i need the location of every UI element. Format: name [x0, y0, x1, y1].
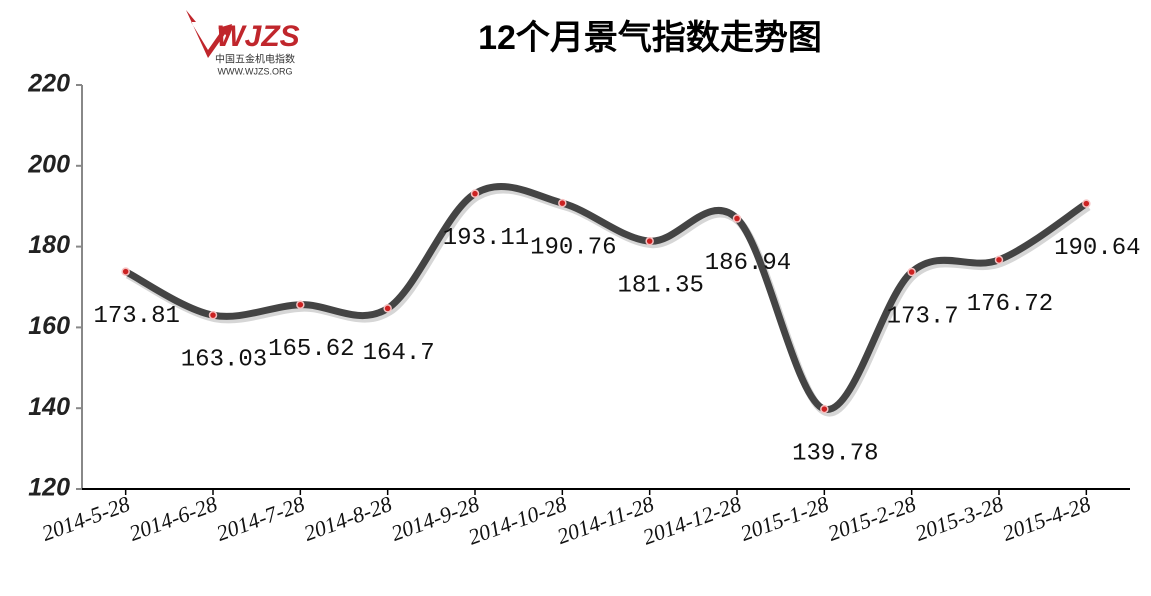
y-tick-label: 120	[28, 474, 70, 502]
value-label: 190.64	[1054, 235, 1140, 262]
y-tick-label: 200	[27, 150, 70, 178]
x-tick-label: 2015-1-28	[737, 491, 832, 546]
logo-arrow	[186, 10, 232, 58]
x-tick-label: 2014-7-28	[213, 491, 308, 546]
logo: WJZS 中国五金机电指数 WWW.WJZS.ORG	[186, 10, 300, 76]
y-tick-label: 160	[28, 312, 70, 340]
logo-url: WWW.WJZS.ORG	[218, 66, 293, 76]
marker	[820, 404, 829, 414]
value-label: 165.62	[268, 336, 354, 363]
marker	[296, 300, 305, 309]
marker	[1082, 199, 1091, 208]
value-label: 173.81	[93, 303, 179, 330]
line	[122, 182, 1090, 413]
y-tick-label: 180	[28, 231, 70, 259]
x-tick-label: 2014-12-28	[639, 491, 744, 550]
value-label: 190.76	[530, 234, 616, 261]
x-tick-label: 2014-10-28	[465, 491, 570, 550]
marker	[121, 267, 130, 276]
marker	[208, 310, 218, 320]
marker	[645, 236, 654, 246]
x-tick-label: 2014-6-28	[126, 491, 221, 546]
x-tick-label: 2015-3-28	[912, 491, 1007, 546]
value-label: 163.03	[181, 347, 267, 374]
value-label: 186.94	[705, 250, 791, 277]
value-label: 181.35	[617, 272, 703, 299]
x-tick-label: 2014-11-28	[554, 491, 657, 549]
x-tick-label: 2014-8-28	[300, 491, 395, 546]
marker	[470, 189, 480, 198]
value-label: 173.7	[887, 303, 959, 330]
logo-name: 中国五金机电指数	[215, 53, 295, 66]
y-tick-label: 220	[27, 70, 70, 98]
marker	[383, 304, 392, 313]
marker	[732, 214, 742, 223]
x-tick-label: 2015-2-28	[824, 491, 919, 546]
x-tick-label: 2015-4-28	[999, 491, 1094, 546]
marker	[907, 267, 916, 277]
logo-mark: WJZS	[216, 20, 299, 53]
value-label: 139.78	[792, 440, 878, 467]
value-label: 193.11	[443, 225, 529, 252]
marker	[994, 255, 1004, 265]
value-label: 164.7	[363, 340, 435, 367]
marker	[558, 198, 567, 208]
y-tick-label: 140	[28, 393, 70, 421]
chart-title: 12个月景气指数走势图	[478, 19, 822, 57]
value-label: 176.72	[967, 291, 1053, 318]
